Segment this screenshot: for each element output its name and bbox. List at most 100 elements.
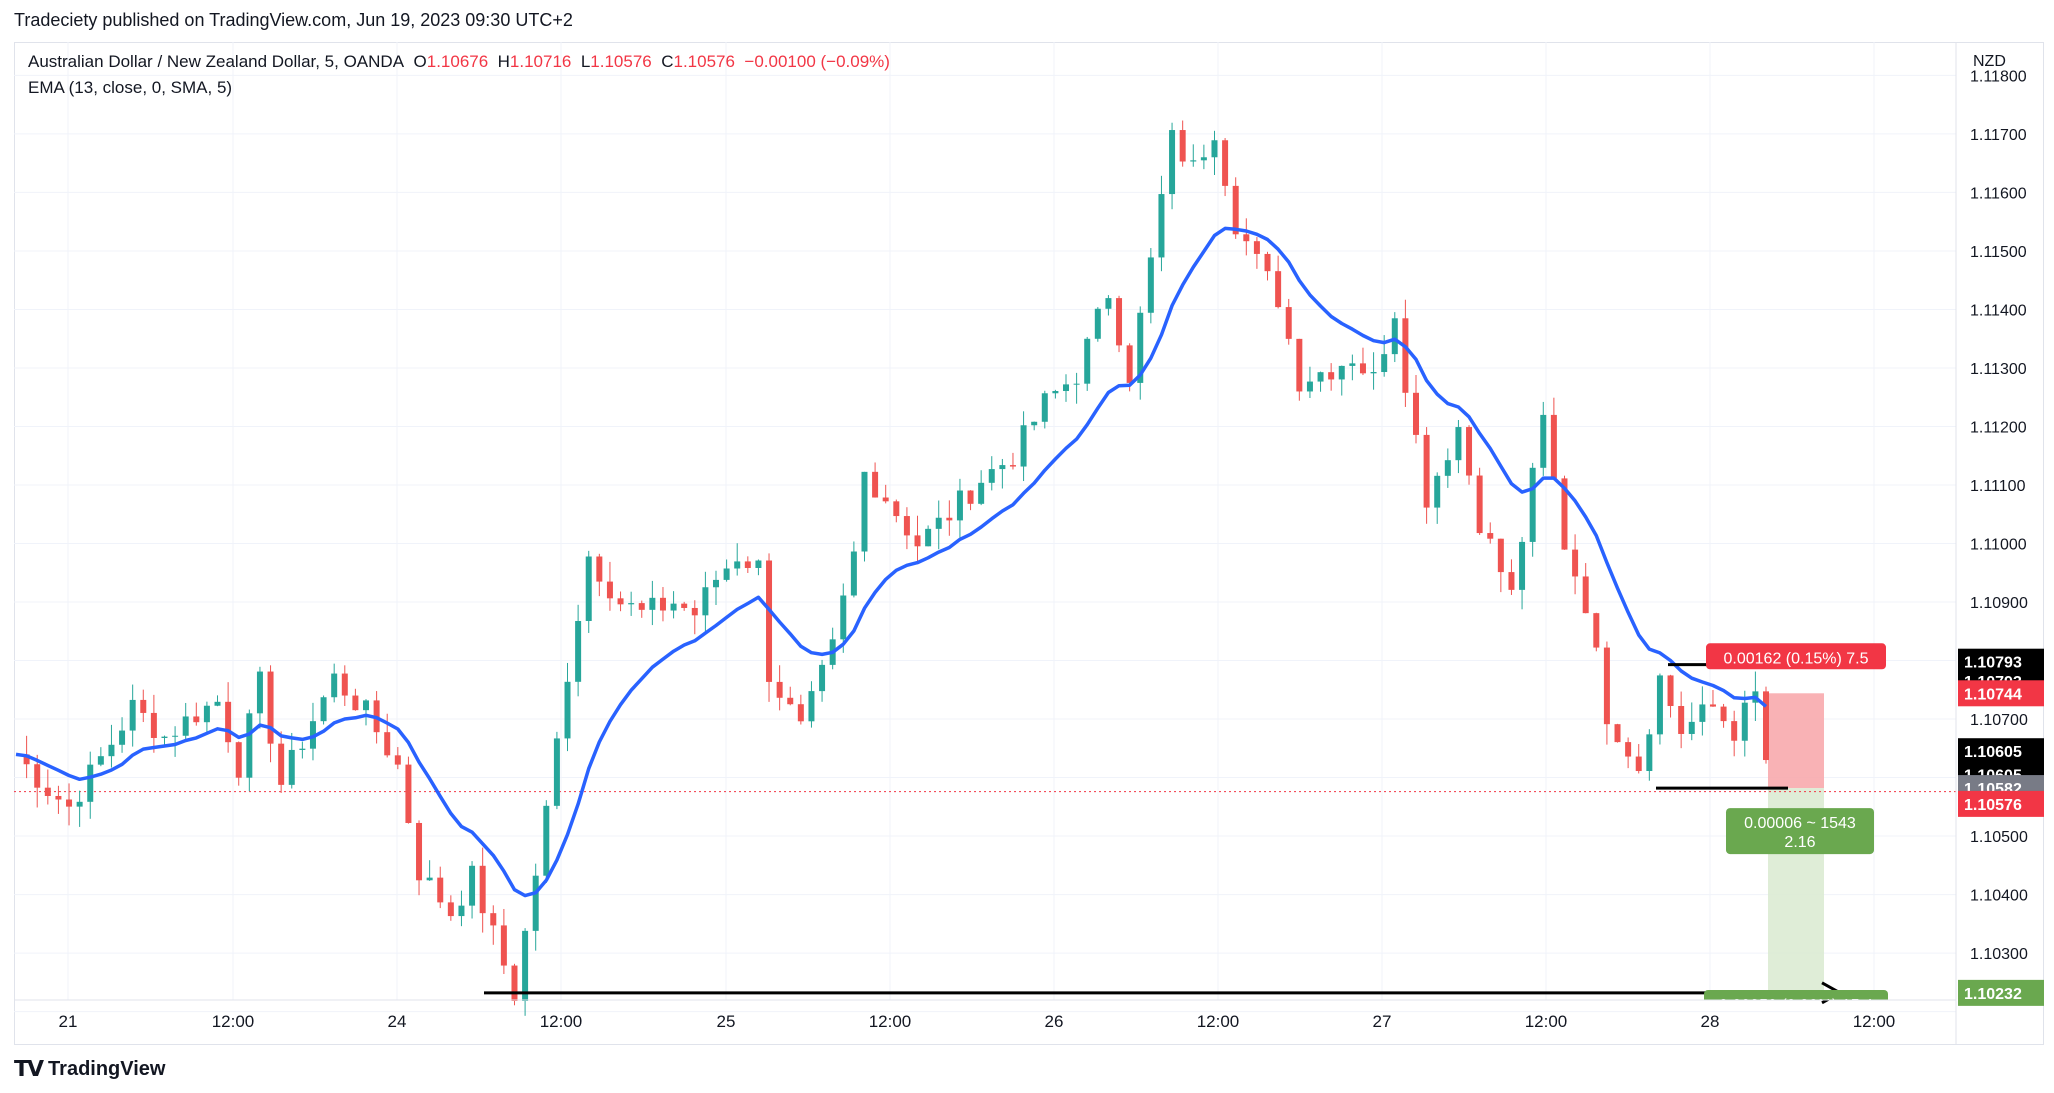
target-label: 0.00350 (0.32%) 15.4: [1704, 990, 1888, 1014]
candle-body: [967, 490, 974, 504]
candle-body: [776, 681, 783, 698]
legend-indicator[interactable]: EMA (13, close, 0, SMA, 5): [28, 78, 233, 97]
price-tag-bg: [1958, 680, 2044, 707]
candle-body: [1285, 307, 1292, 339]
target-label-text: 0.00350 (0.32%) 15.4: [1719, 997, 1873, 1014]
candle-body: [956, 490, 963, 521]
candle-body: [44, 787, 51, 796]
candle-body: [1741, 702, 1748, 741]
candle-body: [1603, 647, 1610, 725]
candle-body: [66, 799, 73, 807]
candle-body: [1052, 391, 1059, 394]
candle-body: [903, 516, 910, 536]
price-tag: 1.10232: [1964, 986, 2022, 1003]
candle-body: [1667, 675, 1674, 706]
candle-body: [1243, 234, 1250, 242]
candle-body: [214, 701, 221, 706]
tradingview-brand[interactable]: 𝗧𝗩 TradingView: [14, 1056, 166, 1082]
time-axis: 21 12:00 24 12:00 25 12:00 26 12:00 27 12:00 28 12:…: [14, 999, 1956, 1031]
candle-body: [1625, 742, 1632, 757]
candle-body: [1063, 384, 1069, 392]
time-tick: 12:00: [212, 1012, 255, 1031]
target-label-bg: [1704, 990, 1888, 1000]
candle-body: [23, 754, 30, 765]
stop-zone: [1768, 693, 1824, 789]
candle-body: [394, 755, 401, 765]
candle-body: [479, 865, 486, 914]
entry-label: 0.00006 ~ 1543 2.16: [1726, 808, 1874, 855]
price-tag: 1.10793: [1964, 655, 2022, 672]
candle-body: [1699, 704, 1706, 722]
price-tick: 1.10700: [1970, 712, 2028, 729]
candle-body: [500, 925, 507, 966]
candle-body: [1466, 427, 1473, 476]
candle-body: [1614, 724, 1621, 743]
candle-body: [628, 603, 635, 605]
candle-body: [299, 748, 306, 750]
candle-body: [766, 560, 773, 682]
time-tick: 26: [1045, 1012, 1064, 1031]
candle-body: [1370, 372, 1377, 374]
candle-body: [1678, 705, 1685, 734]
price-tick: 1.11700: [1970, 127, 2027, 144]
candle-body: [288, 749, 295, 785]
price-tick: 1.10400: [1970, 888, 2028, 905]
candle-body: [511, 965, 518, 1001]
candle-body: [1413, 392, 1419, 435]
candle-body: [447, 902, 454, 917]
price-tag: 1.10576: [1964, 797, 2022, 814]
candle-body: [1317, 372, 1324, 382]
candle-body: [1508, 572, 1515, 590]
candle-body: [1253, 241, 1260, 254]
candle-body: [1222, 140, 1229, 186]
candle-body: [1423, 434, 1430, 508]
candle-body: [999, 465, 1006, 470]
candle-body: [1020, 425, 1027, 467]
candle-body: [638, 603, 645, 610]
candle-body: [1190, 160, 1197, 162]
candle-body: [225, 701, 232, 743]
candle-body: [1009, 465, 1016, 467]
candle-body: [872, 471, 879, 498]
candle-body: [1232, 185, 1239, 235]
candle-body: [1720, 706, 1727, 722]
candle-body: [1169, 130, 1176, 195]
candle-body: [1211, 140, 1218, 158]
candle-body: [1126, 345, 1133, 383]
price-tick: 1.11400: [1970, 302, 2027, 319]
candle-body: [713, 579, 719, 588]
legend-ohlc: Australian Dollar / New Zealand Dollar, …: [28, 52, 890, 72]
candle-body: [352, 695, 359, 711]
price-tag-bg: [1958, 738, 2044, 765]
brand-label: TradingView: [48, 1057, 166, 1080]
candle-body: [1476, 475, 1483, 534]
candle-body: [1275, 271, 1282, 308]
candle-body: [935, 517, 942, 529]
candle-body: [490, 913, 497, 926]
candle-body: [681, 603, 688, 608]
candle-body: [1455, 427, 1462, 461]
candle-body: [1582, 576, 1589, 614]
candle-body: [617, 598, 624, 605]
candle-body: [808, 691, 815, 722]
candle-body: [1041, 393, 1048, 422]
candle-body: [1656, 675, 1663, 735]
candle-body: [532, 875, 539, 931]
entry-label-text: 2.16: [1784, 834, 1815, 851]
candle-body: [606, 581, 613, 599]
candle-body: [1137, 312, 1144, 383]
legend-high-label: H: [497, 52, 510, 71]
candle-body: [1709, 704, 1716, 707]
candle-body: [1200, 157, 1207, 161]
candle-body: [1381, 354, 1388, 373]
candle-body: [384, 732, 391, 756]
candle-body: [246, 713, 253, 778]
candle-body: [702, 587, 709, 616]
ema-line: [15, 226, 1768, 898]
candle-body: [97, 756, 104, 765]
candle-body: [1550, 414, 1557, 479]
price-tick: 1.11300: [1970, 361, 2027, 378]
candle-body: [182, 716, 189, 736]
entry-label-text: 0.00006 ~ 1543: [1744, 815, 1856, 832]
